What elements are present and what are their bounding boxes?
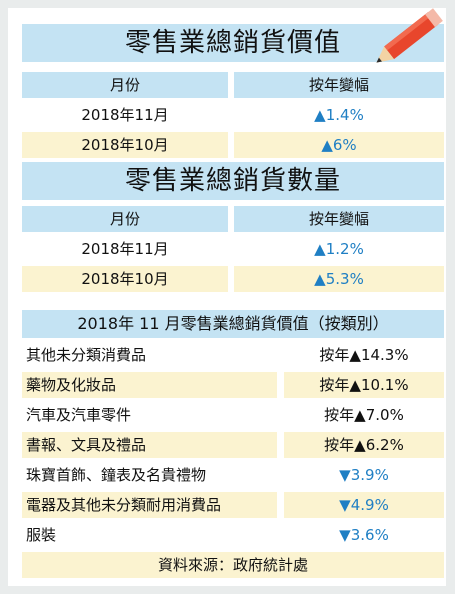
source-note: 資料來源：政府統計處	[22, 552, 444, 578]
table3-row-change: ▼4.9%	[284, 492, 444, 518]
table3-title: 2018年 11 月零售業總銷貨價值（按類別）	[22, 310, 444, 338]
table3-row-category: 其他未分類消費品	[22, 342, 277, 368]
infographic-card: 零售業總銷貨價值 月份 按年變幅 2018年11月 ▲1.4% 2018年10月…	[8, 8, 446, 586]
table1-header-month: 月份	[22, 72, 228, 98]
table2-row-change: ▲5.3%	[234, 266, 444, 292]
table3-row: 汽車及汽車零件 按年▲7.0%	[22, 402, 444, 428]
table1-header-change: 按年變幅	[234, 72, 444, 98]
table3-row-change: ▼3.9%	[284, 462, 444, 488]
table3-row-change: ▼3.6%	[284, 522, 444, 548]
table2-row-month: 2018年11月	[81, 240, 169, 258]
table3-row-change: 按年▲6.2%	[284, 432, 444, 458]
table2-row-month: 2018年10月	[22, 266, 228, 292]
table3-row-category: 書報、文具及禮品	[22, 432, 277, 458]
table2-header-row: 月份 按年變幅	[22, 206, 444, 232]
table3-row-change: 按年▲14.3%	[284, 342, 444, 368]
table1-row: 2018年11月 ▲1.4%	[22, 102, 444, 128]
table3-row: 書報、文具及禮品 按年▲6.2%	[22, 432, 444, 458]
table3-row: 服裝 ▼3.6%	[22, 522, 444, 548]
table1-row-change: ▲6%	[234, 132, 444, 158]
table1-row-change: ▲1.4%	[314, 106, 364, 124]
table2-header-month: 月份	[22, 206, 228, 232]
table1-title: 零售業總銷貨價值	[22, 24, 444, 62]
table1-row: 2018年10月 ▲6%	[22, 132, 444, 158]
table2-row: 2018年11月 ▲1.2%	[22, 236, 444, 262]
pencil-icon	[376, 8, 443, 63]
table3-row: 電器及其他未分類耐用消費品 ▼4.9%	[22, 492, 444, 518]
table2-title: 零售業總銷貨數量	[22, 162, 444, 200]
table2-row-change: ▲1.2%	[314, 240, 364, 258]
table3-row-category: 汽車及汽車零件	[22, 402, 277, 428]
table3-row: 珠寶首飾、鐘表及名貴禮物 ▼3.9%	[22, 462, 444, 488]
table2-row: 2018年10月 ▲5.3%	[22, 266, 444, 292]
table3-row-category: 電器及其他未分類耐用消費品	[22, 492, 277, 518]
table3-row-change: 按年▲7.0%	[284, 402, 444, 428]
table3-row: 藥物及化妝品 按年▲10.1%	[22, 372, 444, 398]
table2-header-change: 按年變幅	[234, 206, 444, 232]
table3-row-category: 服裝	[22, 522, 277, 548]
table1-header-row: 月份 按年變幅	[22, 72, 444, 98]
table1-row-month: 2018年10月	[22, 132, 228, 158]
table3-row: 其他未分類消費品 按年▲14.3%	[22, 342, 444, 368]
table3-row-change: 按年▲10.1%	[284, 372, 444, 398]
table1-row-month: 2018年11月	[81, 106, 169, 124]
table3-row-category: 珠寶首飾、鐘表及名貴禮物	[22, 462, 277, 488]
table3-row-category: 藥物及化妝品	[22, 372, 277, 398]
